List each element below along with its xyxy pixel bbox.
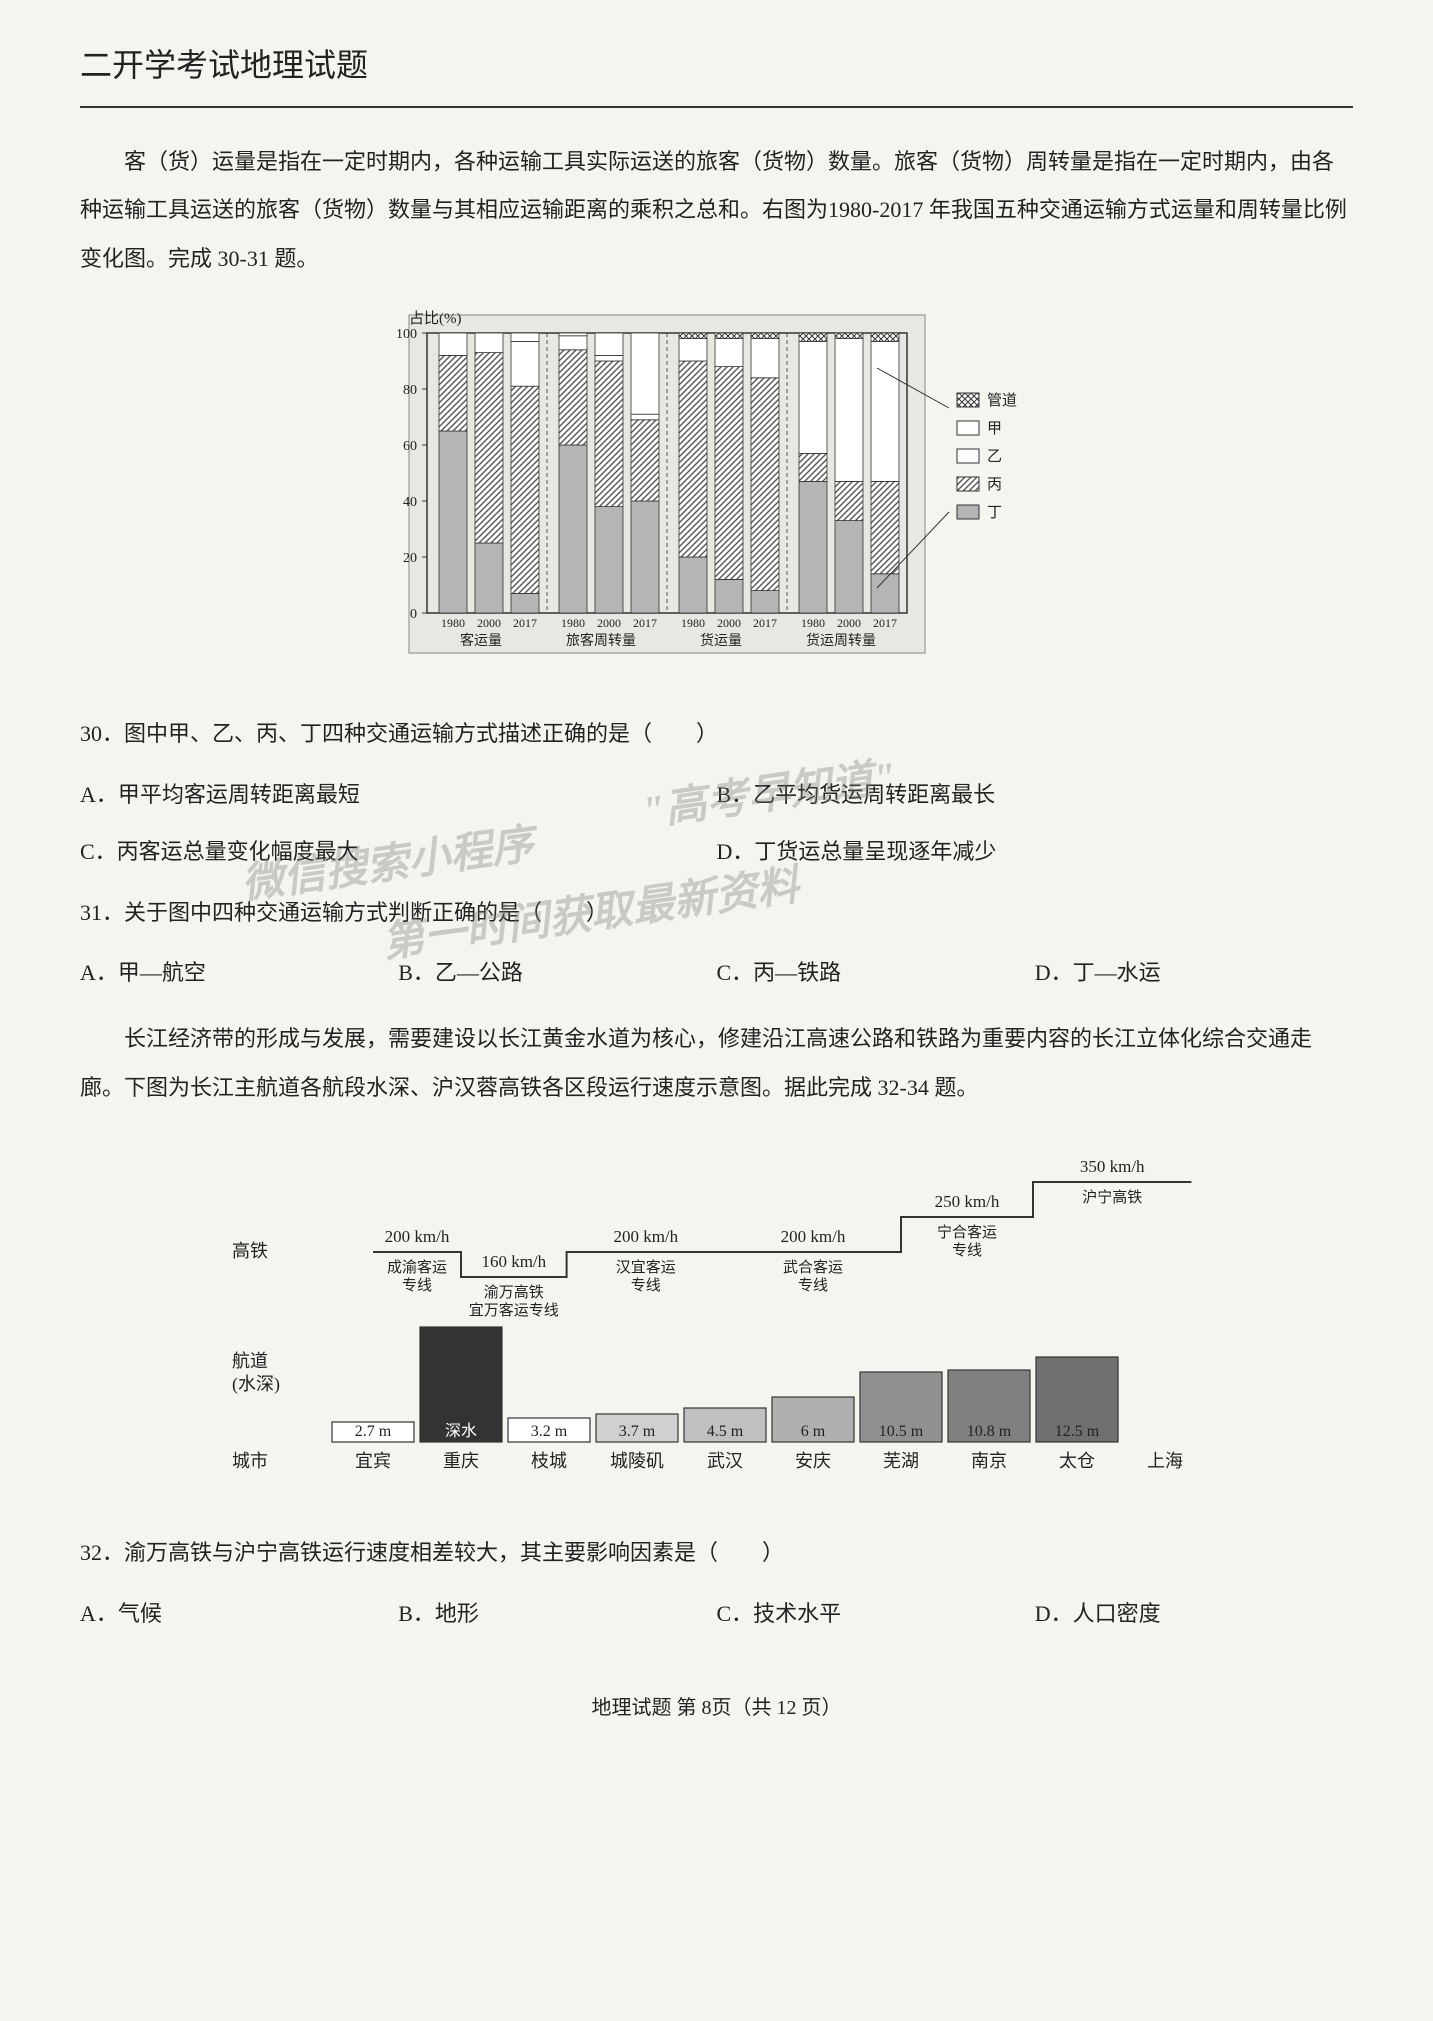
svg-text:2017: 2017	[753, 616, 777, 630]
q31-opt-c: C．丙—铁路	[717, 947, 1035, 1000]
title-divider	[80, 106, 1353, 108]
svg-text:200 km/h: 200 km/h	[780, 1227, 845, 1246]
svg-text:1980: 1980	[681, 616, 705, 630]
svg-text:(水深): (水深)	[232, 1374, 280, 1395]
chart-2-svg: 高铁航道 (水深) 城市 2.7 m 宜宾 深水重庆 3.2 m 枝城 3.7 m 城陵矶 4.5 …	[192, 1142, 1242, 1502]
chart-1-svg: 0 20 40 60 80 100占比(%) 1980 2000 2017 客运量 1980 2000…	[347, 303, 1087, 683]
svg-text:太仓: 太仓	[1059, 1451, 1095, 1471]
svg-text:1980: 1980	[801, 616, 825, 630]
svg-text:汉宜客运: 汉宜客运	[615, 1259, 675, 1276]
svg-text:安庆: 安庆	[795, 1451, 831, 1471]
svg-text:160 km/h: 160 km/h	[481, 1252, 546, 1271]
svg-text:0: 0	[410, 607, 417, 622]
q30-row1: A．甲平均客运周转距离最短 B．乙平均货运周转距离最长	[80, 769, 1353, 822]
svg-text:丙: 丙	[987, 477, 1002, 493]
svg-text:60: 60	[403, 439, 417, 454]
svg-text:专线: 专线	[401, 1277, 431, 1294]
svg-text:丁: 丁	[987, 505, 1002, 521]
svg-text:40: 40	[403, 495, 417, 510]
q32-stem: 32．渝万高铁与沪宁高铁运行速度相差较大，其主要影响因素是（ ）	[80, 1527, 1353, 1580]
page-content: 二开学考试地理试题 客（货）运量是指在一定时期内，各种运输工具实际运送的旅客（货…	[80, 40, 1353, 1720]
svg-text:专线: 专线	[630, 1277, 660, 1294]
q30-opt-b: B．乙平均货运周转距离最长	[717, 769, 1354, 822]
svg-text:2000: 2000	[717, 616, 741, 630]
svg-text:客运量: 客运量	[460, 632, 502, 649]
svg-text:武汉: 武汉	[707, 1451, 743, 1471]
svg-text:80: 80	[403, 383, 417, 398]
svg-text:甲: 甲	[987, 421, 1002, 437]
intro-paragraph-2: 长江经济带的形成与发展，需要建设以长江黄金水道为核心，修建沿江高速公路和铁路为重…	[80, 1015, 1353, 1112]
svg-text:货运周转量: 货运周转量	[806, 632, 876, 649]
svg-text:宁合客运: 宁合客运	[936, 1224, 996, 1241]
svg-text:3.7 m: 3.7 m	[618, 1423, 655, 1440]
q32-opt-a: A．气候	[80, 1588, 398, 1641]
svg-text:2000: 2000	[597, 616, 621, 630]
svg-text:重庆: 重庆	[443, 1451, 479, 1471]
svg-text:芜湖: 芜湖	[883, 1451, 919, 1471]
q32-opt-b: B．地形	[398, 1588, 716, 1641]
q30-opt-c: C．丙客运总量变化幅度最大	[80, 826, 717, 879]
svg-text:宜宾: 宜宾	[355, 1451, 391, 1471]
svg-text:12.5 m: 12.5 m	[1054, 1423, 1099, 1440]
svg-text:航道: 航道	[232, 1351, 268, 1371]
q30-stem: 30．图中甲、乙、丙、丁四种交通运输方式描述正确的是（ ）	[80, 708, 1353, 761]
svg-text:专线: 专线	[951, 1242, 981, 1259]
svg-text:成渝客运: 成渝客运	[386, 1259, 446, 1276]
svg-text:管道: 管道	[987, 392, 1017, 409]
page-footer: 地理试题 第 8页（共 12 页）	[80, 1691, 1353, 1720]
svg-text:250 km/h: 250 km/h	[934, 1192, 999, 1211]
svg-text:100: 100	[396, 327, 417, 342]
q30-opt-d: D．丁货运总量呈现逐年减少	[717, 826, 1354, 879]
svg-text:货运量: 货运量	[700, 632, 742, 649]
chart-2-container: 高铁航道 (水深) 城市 2.7 m 宜宾 深水重庆 3.2 m 枝城 3.7 m 城陵矶 4.5 …	[80, 1142, 1353, 1507]
svg-text:深水: 深水	[444, 1422, 476, 1440]
svg-text:城陵矶: 城陵矶	[610, 1451, 664, 1471]
svg-text:200 km/h: 200 km/h	[613, 1227, 678, 1246]
svg-text:350 km/h: 350 km/h	[1079, 1157, 1144, 1176]
page-title: 二开学考试地理试题	[80, 40, 1353, 86]
q31-opt-a: A．甲—航空	[80, 947, 398, 1000]
svg-text:1980: 1980	[441, 616, 465, 630]
q31-row: A．甲—航空 B．乙—公路 C．丙—铁路 D．丁—水运	[80, 947, 1353, 1000]
svg-text:4.5 m: 4.5 m	[706, 1423, 743, 1440]
svg-text:10.5 m: 10.5 m	[878, 1423, 923, 1440]
svg-text:沪宁高铁: 沪宁高铁	[1082, 1189, 1142, 1206]
svg-text:乙: 乙	[987, 449, 1002, 465]
svg-text:3.2 m: 3.2 m	[530, 1423, 567, 1440]
svg-text:2.7 m: 2.7 m	[354, 1423, 391, 1440]
svg-text:20: 20	[403, 551, 417, 566]
q32-opt-c: C．技术水平	[717, 1588, 1035, 1641]
svg-text:2017: 2017	[633, 616, 657, 630]
q31-opt-b: B．乙—公路	[398, 947, 716, 1000]
svg-text:2000: 2000	[477, 616, 501, 630]
q32-row: A．气候 B．地形 C．技术水平 D．人口密度	[80, 1588, 1353, 1641]
svg-text:宜万客运专线: 宜万客运专线	[468, 1302, 558, 1319]
svg-text:2017: 2017	[873, 616, 897, 630]
q32-opt-d: D．人口密度	[1035, 1588, 1353, 1641]
svg-text:占比(%): 占比(%)	[409, 310, 462, 327]
svg-text:专线: 专线	[797, 1277, 827, 1294]
q31-opt-d: D．丁—水运	[1035, 947, 1353, 1000]
svg-text:1980: 1980	[561, 616, 585, 630]
svg-text:枝城: 枝城	[531, 1451, 567, 1471]
svg-text:200 km/h: 200 km/h	[384, 1227, 449, 1246]
svg-text:渝万高铁: 渝万高铁	[483, 1284, 543, 1301]
svg-text:城市: 城市	[232, 1451, 268, 1471]
svg-text:10.8 m: 10.8 m	[966, 1423, 1011, 1440]
q31-stem: 31．关于图中四种交通运输方式判断正确的是（ ）	[80, 887, 1353, 940]
svg-text:南京: 南京	[971, 1451, 1007, 1471]
q30-row2: C．丙客运总量变化幅度最大 D．丁货运总量呈现逐年减少	[80, 826, 1353, 879]
chart-1-container: 0 20 40 60 80 100占比(%) 1980 2000 2017 客运量 1980 2000…	[80, 303, 1353, 688]
intro-paragraph-1: 客（货）运量是指在一定时期内，各种运输工具实际运送的旅客（货物）数量。旅客（货物…	[80, 138, 1353, 283]
svg-text:高铁: 高铁	[232, 1241, 268, 1261]
svg-text:2017: 2017	[513, 616, 537, 630]
svg-text:2000: 2000	[837, 616, 861, 630]
svg-text:6 m: 6 m	[800, 1423, 825, 1440]
svg-text:旅客周转量: 旅客周转量	[566, 632, 636, 649]
svg-text:上海: 上海	[1147, 1451, 1183, 1471]
q30-opt-a: A．甲平均客运周转距离最短	[80, 769, 717, 822]
svg-text:武合客运: 武合客运	[782, 1259, 842, 1276]
